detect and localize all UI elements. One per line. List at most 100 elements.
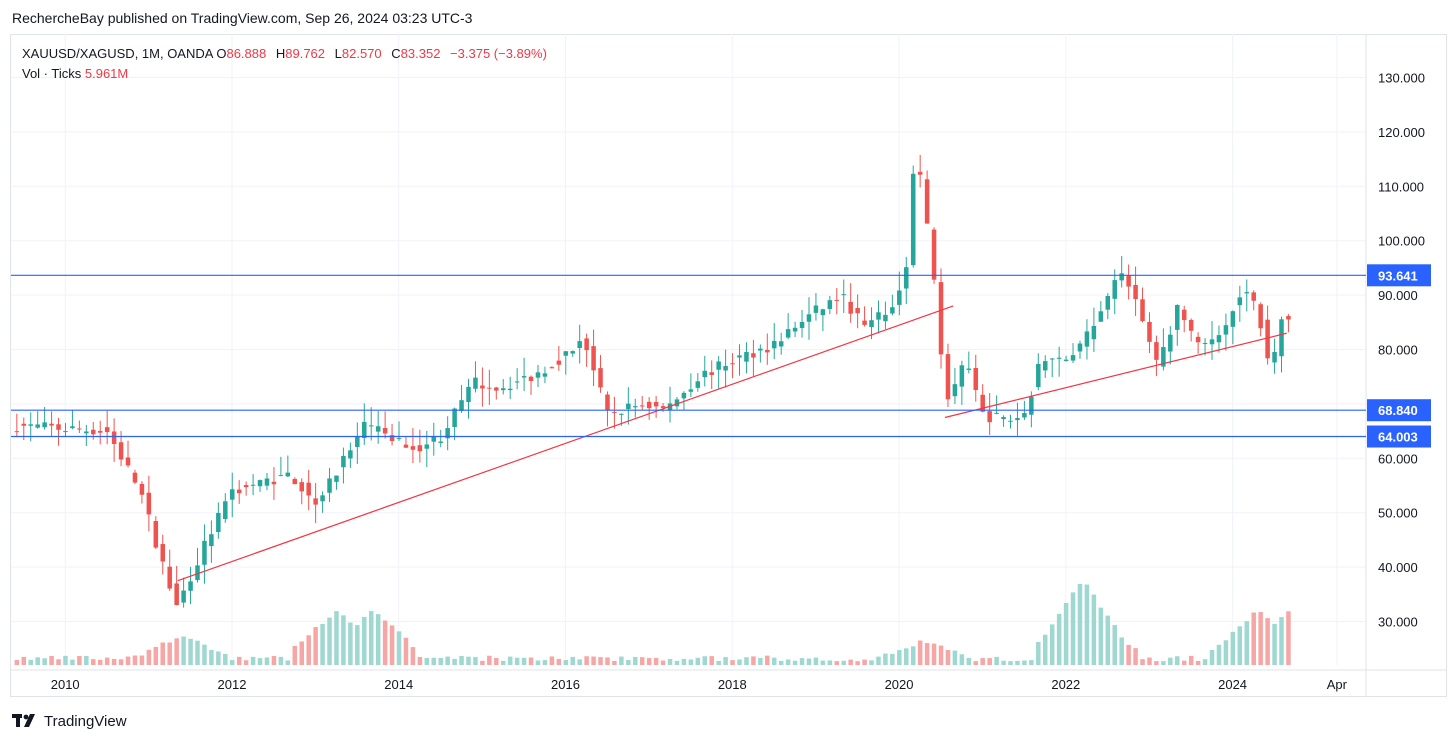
candle-body: [285, 472, 291, 477]
volume-bar: [521, 657, 527, 665]
volume-bar: [549, 656, 555, 665]
candle-body: [1056, 357, 1062, 359]
volume-bar: [368, 611, 374, 665]
volume-bar: [500, 660, 506, 665]
volume-bar: [646, 658, 652, 665]
candle-body: [1022, 413, 1027, 418]
legend-volume-row: Vol · Ticks 5.961M: [22, 64, 547, 84]
volume-bar: [1258, 612, 1263, 665]
candle-body: [223, 501, 228, 520]
candle-body: [1133, 284, 1138, 300]
candle-body: [1008, 420, 1013, 422]
level-price-badge: [1367, 425, 1431, 448]
volume-bar: [653, 657, 659, 665]
trendline: [944, 332, 1287, 419]
volume-bar: [417, 656, 423, 665]
candle-body: [42, 422, 47, 428]
level-price-label: 64.003: [1378, 430, 1418, 445]
y-tick-label: 100.000: [1378, 234, 1425, 249]
x-tick-label: 2020: [885, 677, 914, 692]
candle-body: [855, 307, 860, 314]
candle-body: [765, 349, 770, 353]
candle-body: [327, 478, 332, 493]
volume-bar: [806, 658, 812, 665]
candle-body: [945, 354, 951, 400]
volume-bar: [1091, 594, 1097, 665]
candle-body: [63, 431, 68, 433]
volume-bar: [771, 657, 777, 665]
candle-body: [1049, 358, 1055, 360]
volume-bar: [1112, 625, 1117, 665]
volume-bar: [980, 658, 985, 665]
volume-bar: [403, 637, 409, 665]
volume-bar: [994, 656, 999, 665]
candle-body: [751, 353, 756, 358]
chart-canvas[interactable]: 30.00040.00050.00060.00070.00080.00090.0…: [0, 0, 1456, 700]
candle-body: [216, 512, 221, 533]
volume-bar: [514, 657, 520, 665]
candle-body: [459, 400, 464, 411]
volume-bar: [431, 657, 437, 665]
level-price-label: 68.840: [1378, 403, 1418, 418]
candle-body: [28, 424, 33, 426]
candle-body: [174, 583, 179, 606]
candle-body: [1042, 361, 1048, 371]
volume-bar: [799, 658, 805, 665]
y-tick-label: 130.000: [1378, 71, 1425, 86]
candle-body: [1188, 319, 1194, 331]
candle-body: [612, 411, 617, 413]
candle-body: [785, 329, 791, 338]
candle-body: [257, 480, 263, 487]
volume-bar: [466, 656, 471, 665]
candle-body: [424, 444, 430, 449]
y-tick-label: 120.000: [1378, 125, 1425, 140]
volume-bar: [327, 617, 332, 665]
volume-bar: [883, 653, 888, 665]
volume-bar: [1084, 584, 1090, 665]
candle-body: [487, 387, 492, 389]
candle-body: [438, 441, 443, 443]
candle-body: [1244, 292, 1250, 294]
candle-body: [1036, 363, 1041, 388]
candle-body: [688, 389, 694, 392]
volume-bar: [709, 656, 714, 665]
candle-body: [195, 565, 200, 581]
candle-body: [334, 475, 339, 482]
candle-body: [229, 489, 235, 500]
volume-bar: [250, 656, 256, 665]
candle-body: [723, 365, 728, 371]
candle-body: [591, 346, 596, 371]
candle-body: [494, 387, 499, 391]
volume-bar: [938, 645, 944, 665]
legend-o-label: O: [216, 46, 227, 61]
candle-body: [84, 431, 89, 434]
volume-bar: [1015, 660, 1020, 665]
candle-body: [966, 368, 972, 370]
candle-body: [938, 282, 944, 355]
y-tick-label: 50.000: [1378, 506, 1418, 521]
tradingview-footer[interactable]: TradingView: [12, 710, 127, 732]
volume-bar: [264, 657, 270, 665]
volume-bar: [216, 651, 221, 665]
volume-bar: [334, 611, 339, 665]
legend-o-value: 86.888: [226, 46, 267, 61]
volume-bar: [278, 656, 284, 665]
trendline: [177, 305, 954, 582]
candle-body: [598, 368, 603, 388]
volume-bar: [542, 660, 548, 665]
candle-body: [77, 428, 82, 430]
volume-bar: [612, 660, 617, 665]
volume-bar: [737, 659, 742, 665]
volume-bar: [292, 645, 298, 665]
candle-body: [514, 381, 520, 383]
volume-bar: [438, 657, 443, 665]
level-price-badge: [1367, 264, 1431, 287]
candle-body: [931, 229, 937, 280]
volume-bar: [834, 661, 840, 665]
chart-header: RechercheBay published on TradingView.co…: [0, 0, 1456, 34]
volume-bar: [681, 658, 687, 665]
candle-body: [709, 372, 714, 375]
volume-bar: [723, 657, 728, 665]
chart-frame: [10, 34, 1447, 697]
volume-bar: [1202, 659, 1208, 665]
